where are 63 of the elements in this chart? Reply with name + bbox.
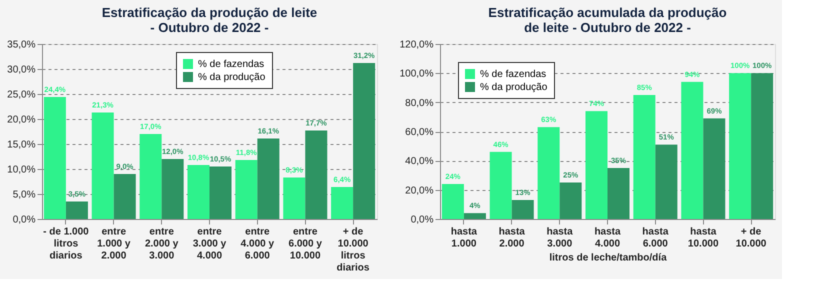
y-tick-label: 60,0% bbox=[405, 127, 434, 138]
y-tick-label: 0,0% bbox=[12, 214, 36, 226]
y-tick-label: 100,0% bbox=[400, 68, 434, 80]
y-tick-label: 25,0% bbox=[7, 90, 36, 100]
bar bbox=[257, 138, 280, 219]
bar bbox=[331, 187, 354, 219]
bar bbox=[140, 134, 162, 219]
x-tick-label: entre 3.000 y 4.000 bbox=[192, 226, 227, 262]
y-tick-label: 15,0% bbox=[7, 140, 36, 150]
bar bbox=[512, 200, 534, 219]
y-tick-label: 0,0% bbox=[410, 214, 434, 226]
y-tick-label: 35,0% bbox=[7, 40, 36, 50]
bar bbox=[681, 82, 704, 219]
bar bbox=[655, 144, 678, 219]
legend-label: % de fazendas bbox=[480, 69, 546, 80]
bar bbox=[162, 159, 184, 219]
y-tick-label: 20,0% bbox=[405, 185, 434, 196]
bar bbox=[585, 111, 608, 219]
x-tick-label: hasta 2.000 bbox=[498, 226, 526, 250]
x-tick-label: hasta 1.000 bbox=[450, 226, 478, 250]
x-axis-title: litros de leche/tambo/día bbox=[549, 252, 668, 264]
x-tick-label: entre 6.000 y 10.000 bbox=[288, 226, 322, 262]
bar bbox=[560, 182, 582, 219]
bar bbox=[66, 202, 88, 219]
chart-title: Estratificação da produção de leite - Outubro de 2022 - bbox=[102, 5, 318, 35]
y-tick-label: 120,0% bbox=[400, 40, 434, 50]
bar bbox=[114, 174, 136, 219]
bar bbox=[235, 160, 258, 219]
bar bbox=[703, 118, 726, 219]
x-tick-label: - de 1.000 litros diarios bbox=[43, 226, 90, 262]
chart-title: Estratificação acumulada da produção de leite - Outubro de 2022 - bbox=[488, 5, 727, 35]
bar bbox=[92, 112, 114, 219]
y-tick-label: 30,0% bbox=[7, 64, 36, 76]
legend-label: % da produção bbox=[198, 72, 266, 83]
x-tick-label: hasta 4.000 bbox=[594, 226, 621, 250]
bar bbox=[210, 166, 232, 219]
bar bbox=[729, 73, 752, 219]
bar bbox=[187, 165, 210, 219]
y-tick-label: 10,0% bbox=[7, 164, 36, 176]
bar bbox=[464, 213, 486, 219]
bar bbox=[490, 152, 512, 219]
bar bbox=[44, 97, 66, 219]
legend-label: % da produção bbox=[480, 82, 548, 93]
x-tick-label: hasta 6.000 bbox=[642, 226, 669, 250]
x-tick-label: entre 2.000 y 3.000 bbox=[144, 226, 179, 262]
x-tick-label: entre 4.000 y 6.000 bbox=[240, 226, 274, 262]
x-tick-label: + de 10.000 bbox=[736, 226, 767, 250]
x-tick-label: hasta 10.000 bbox=[688, 226, 719, 250]
y-tick-label: 80,0% bbox=[405, 98, 434, 109]
y-tick-label: 20,0% bbox=[7, 114, 36, 126]
bar bbox=[633, 95, 656, 219]
x-tick-label: + de 10.000 litros diarios bbox=[336, 226, 370, 274]
bar bbox=[751, 73, 774, 219]
y-tick-label: 40,0% bbox=[405, 156, 434, 168]
y-tick-label: 5,0% bbox=[12, 190, 36, 200]
legend-label: % de fazendas bbox=[198, 59, 264, 70]
bar bbox=[442, 184, 464, 219]
bar bbox=[538, 127, 560, 219]
bar bbox=[353, 63, 376, 219]
bar bbox=[283, 178, 306, 219]
x-tick-label: entre 1.000 y 2.000 bbox=[97, 226, 131, 262]
bar bbox=[608, 168, 630, 219]
bar bbox=[305, 130, 328, 219]
